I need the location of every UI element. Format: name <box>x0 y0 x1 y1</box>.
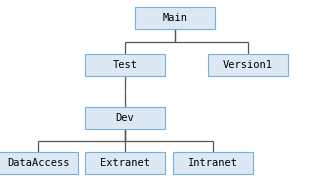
FancyBboxPatch shape <box>135 7 215 29</box>
Text: Test: Test <box>112 60 138 70</box>
Text: Dev: Dev <box>116 113 135 123</box>
FancyBboxPatch shape <box>85 107 165 129</box>
FancyBboxPatch shape <box>208 54 288 76</box>
Text: DataAccess: DataAccess <box>7 158 69 168</box>
FancyBboxPatch shape <box>0 152 78 174</box>
Text: Main: Main <box>163 13 187 23</box>
Text: Extranet: Extranet <box>100 158 150 168</box>
FancyBboxPatch shape <box>85 54 165 76</box>
FancyBboxPatch shape <box>85 152 165 174</box>
Text: Version1: Version1 <box>223 60 273 70</box>
Text: Intranet: Intranet <box>188 158 238 168</box>
FancyBboxPatch shape <box>173 152 253 174</box>
